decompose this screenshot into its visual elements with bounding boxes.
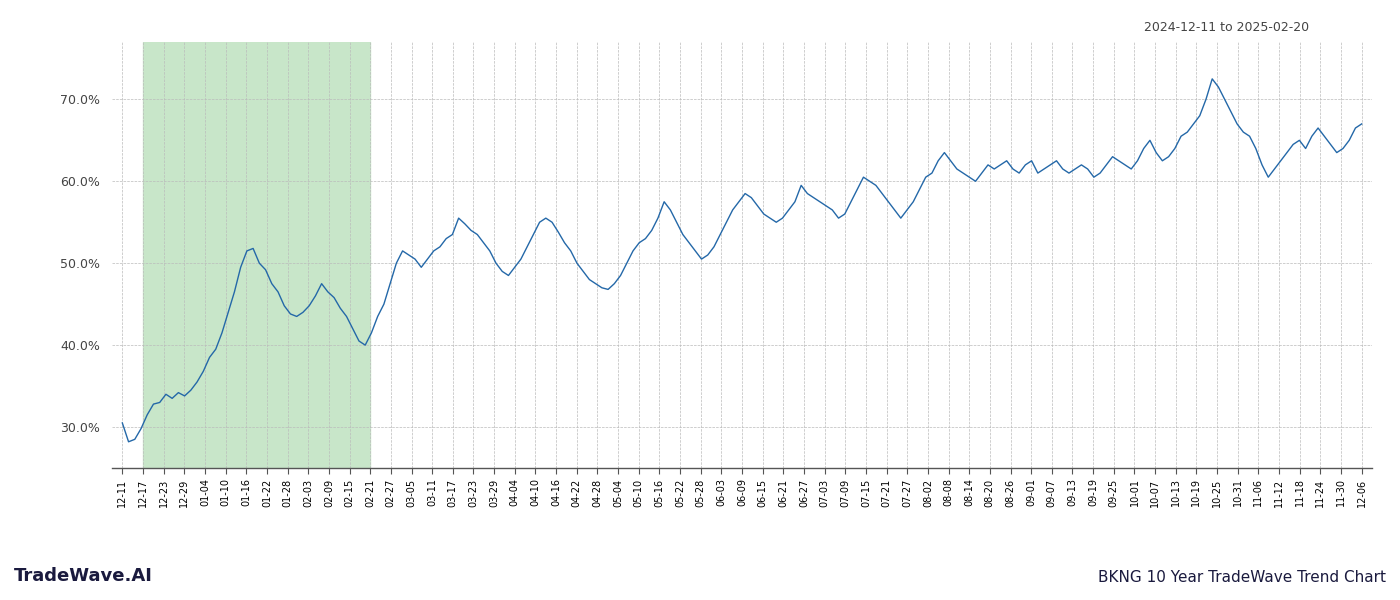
Text: BKNG 10 Year TradeWave Trend Chart: BKNG 10 Year TradeWave Trend Chart	[1098, 570, 1386, 585]
Text: 2024-12-11 to 2025-02-20: 2024-12-11 to 2025-02-20	[1144, 21, 1309, 34]
Bar	[143, 42, 370, 468]
Text: TradeWave.AI: TradeWave.AI	[14, 567, 153, 585]
